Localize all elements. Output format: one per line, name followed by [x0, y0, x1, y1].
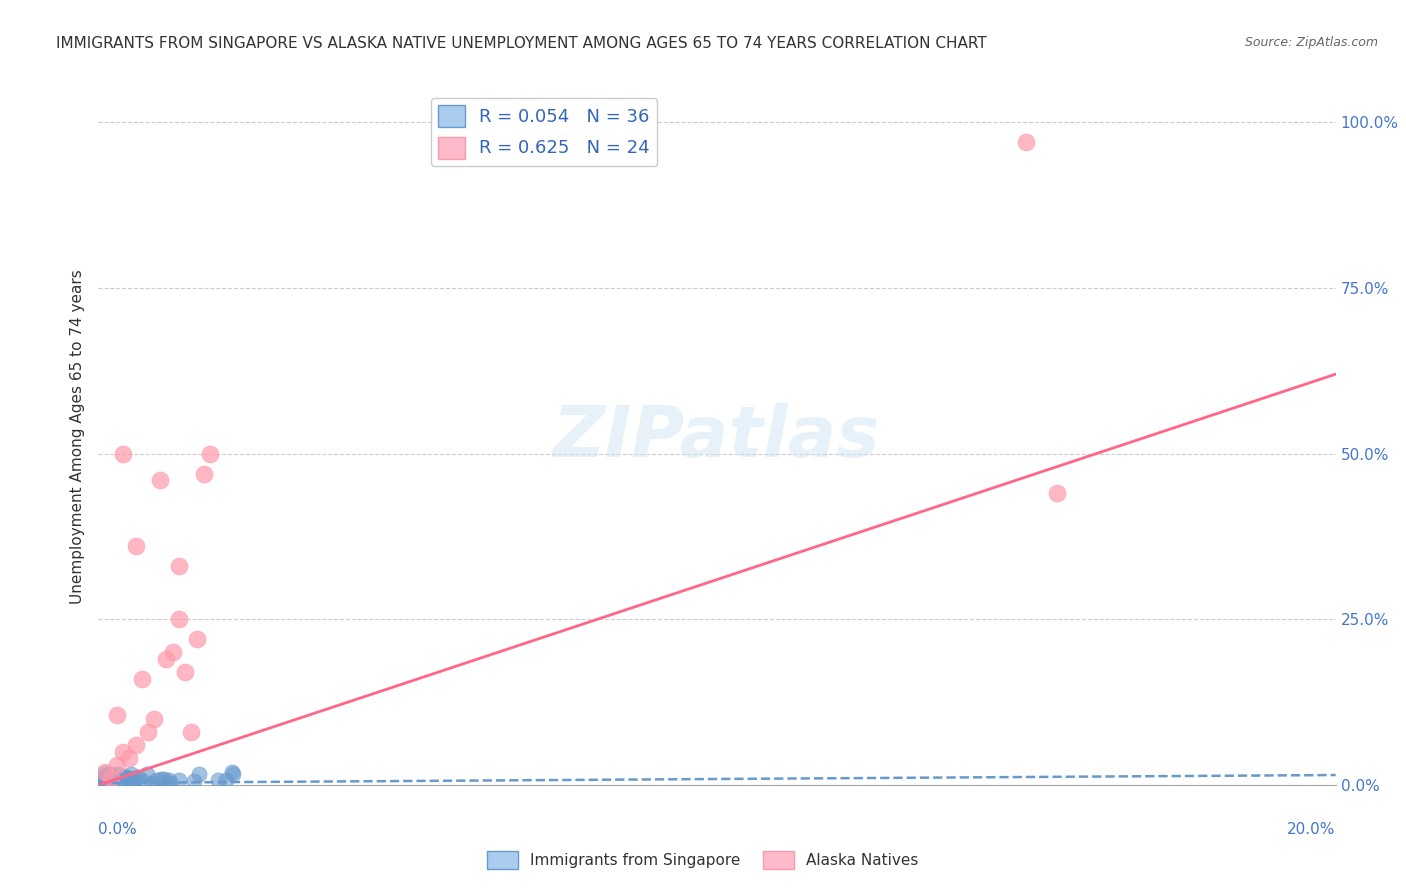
Point — [112, 447, 135, 461]
Point — [167, 559, 190, 574]
Point — [118, 751, 141, 765]
Point — [159, 775, 181, 789]
Point — [100, 772, 122, 786]
Point — [98, 766, 121, 780]
Point — [180, 725, 202, 739]
Point — [94, 766, 117, 780]
Point — [103, 771, 125, 785]
Point — [222, 767, 245, 781]
Text: 0.0%: 0.0% — [98, 822, 138, 837]
Legend: Immigrants from Singapore, Alaska Natives: Immigrants from Singapore, Alaska Native… — [481, 845, 925, 875]
Point — [105, 708, 128, 723]
Point — [157, 773, 180, 788]
Point — [98, 767, 121, 781]
Point — [183, 773, 205, 788]
Point — [207, 773, 229, 788]
Point — [96, 776, 118, 790]
Point — [153, 772, 176, 787]
Point — [198, 447, 221, 461]
Point — [193, 467, 215, 481]
Point — [93, 772, 115, 786]
Point — [107, 767, 129, 781]
Text: IMMIGRANTS FROM SINGAPORE VS ALASKA NATIVE UNEMPLOYMENT AMONG AGES 65 TO 74 YEAR: IMMIGRANTS FROM SINGAPORE VS ALASKA NATI… — [56, 36, 987, 51]
Point — [93, 776, 115, 790]
Point — [149, 473, 172, 487]
Point — [145, 772, 167, 787]
Point — [105, 758, 128, 772]
Point — [155, 652, 177, 666]
Point — [162, 645, 184, 659]
Point — [1015, 135, 1038, 149]
Point — [132, 774, 155, 789]
Point — [1046, 486, 1069, 500]
Text: 20.0%: 20.0% — [1288, 822, 1336, 837]
Point — [186, 632, 208, 647]
Legend: R = 0.054   N = 36, R = 0.625   N = 24: R = 0.054 N = 36, R = 0.625 N = 24 — [430, 98, 657, 166]
Point — [122, 777, 145, 791]
Point — [167, 612, 190, 626]
Point — [215, 772, 238, 787]
Point — [135, 766, 157, 780]
Point — [114, 770, 136, 784]
Point — [90, 778, 112, 792]
Point — [101, 774, 124, 789]
Point — [89, 774, 111, 789]
Point — [141, 776, 163, 790]
Point — [174, 665, 197, 680]
Point — [124, 540, 146, 554]
Point — [94, 769, 117, 783]
Point — [143, 712, 166, 726]
Point — [187, 766, 209, 780]
Point — [149, 772, 172, 786]
Point — [127, 770, 149, 784]
Y-axis label: Unemployment Among Ages 65 to 74 years: Unemployment Among Ages 65 to 74 years — [69, 269, 84, 605]
Point — [221, 764, 243, 779]
Point — [114, 770, 136, 784]
Text: Source: ZipAtlas.com: Source: ZipAtlas.com — [1244, 36, 1378, 49]
Point — [93, 764, 115, 779]
Text: ZIPatlas: ZIPatlas — [554, 402, 880, 472]
Point — [118, 772, 141, 786]
Point — [124, 772, 146, 786]
Point — [136, 725, 159, 739]
Point — [120, 767, 142, 781]
Point — [124, 738, 146, 752]
Point — [110, 772, 132, 787]
Point — [167, 773, 190, 788]
Point — [112, 745, 135, 759]
Point — [131, 672, 153, 686]
Point — [110, 775, 132, 789]
